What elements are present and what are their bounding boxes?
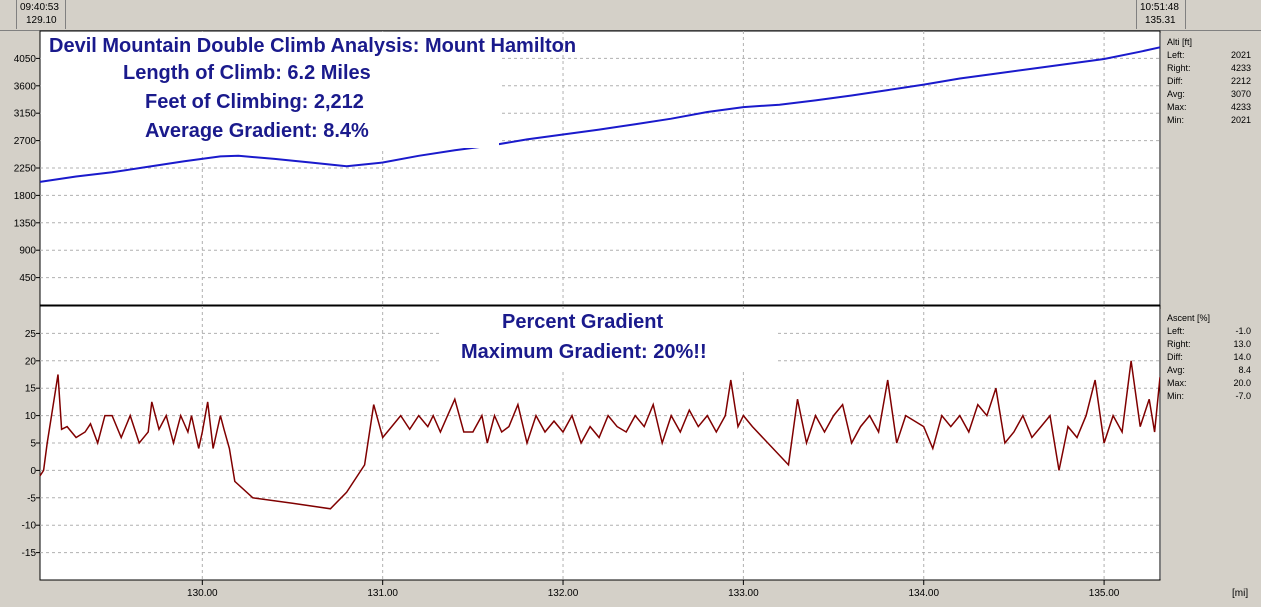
stat-value: 2021 [1230,115,1251,125]
gradient-y-tick-label: 10 [25,411,37,422]
stat-value: 4233 [1230,63,1251,73]
stat-key: Left: [1167,50,1185,60]
left-cursor-marker[interactable]: 09:40:53 129.10 [16,0,66,29]
stat-key: Min: [1167,115,1185,125]
gradient-stats-label: Ascent [%] [1167,313,1211,323]
altitude-y-tick-label: 2250 [14,164,37,175]
x-tick-label: 131.00 [367,588,398,599]
altitude-stat-row: Right: 4233 [1167,63,1251,76]
gradient-stat-row: Max: 20.0 [1167,378,1251,391]
altitude-line [39,46,1161,183]
altitude-title-line-2: Length of Climb: 6.2 Miles [123,62,371,84]
stat-value: 2212 [1230,76,1251,86]
stat-value: 20.0 [1233,378,1251,388]
gradient-y-tick-label: 0 [30,466,36,477]
gradient-grid [40,306,1160,580]
altitude-y-tick-label: 3600 [14,81,37,92]
x-tick-label: 135.00 [1089,588,1120,599]
right-cursor-marker[interactable]: 10:51:48 135.31 [1136,0,1186,29]
left-cursor-distance: 129.10 [26,15,57,26]
altitude-stat-row: Left: 2021 [1167,50,1251,63]
stat-key: Right: [1167,63,1191,73]
gradient-stat-row: Avg: 8.4 [1167,365,1251,378]
gradient-y-tick-label: -10 [22,521,37,532]
x-tick-label: 133.00 [728,588,759,599]
stat-key: Min: [1167,391,1185,401]
altitude-title-line-4: Average Gradient: 8.4% [145,120,369,142]
altitude-stat-row: Diff: 2212 [1167,76,1251,89]
stat-key: Right: [1167,339,1191,349]
left-cursor-time: 09:40:53 [20,2,59,13]
altitude-stats-panel: Alti [ft] Left: 2021 Right: 4233 Diff: 2212… [1160,33,1255,305]
altitude-title-line-3: Feet of Climbing: 2,212 [145,91,364,113]
x-axis: 130.00 131.00 132.00 133.00 134.00 135.00 [187,580,1120,599]
gradient-y-tick-label: 5 [30,439,36,450]
stat-value: 13.0 [1233,339,1251,349]
gradient-series [39,360,1161,510]
altitude-title-box [41,32,499,148]
gradient-y-tick-label: 25 [25,329,37,340]
altitude-stat-row: Max: 4233 [1167,102,1251,115]
altitude-stats-label: Alti [ft] [1167,37,1193,47]
gradient-title-line-2: Maximum Gradient: 20%!! [461,341,707,363]
gradient-line [39,360,1161,510]
x-axis-unit: [mi] [1232,588,1249,599]
stat-value: 2021 [1230,50,1251,60]
altitude-stat-row: Min: 2021 [1167,115,1251,128]
gradient-y-tick-label: -5 [27,493,36,504]
stat-key: Max: [1167,102,1187,112]
stat-key: Avg: [1167,365,1185,375]
stat-value: 3070 [1230,89,1251,99]
altitude-y-tick-label: 1800 [14,191,37,202]
gradient-stats-panel: Ascent [%] Left: -1.0 Right: 13.0 Diff: 14.… [1160,309,1255,579]
altitude-y-tick-label: 450 [19,273,36,284]
gradient-stat-row: Diff: 14.0 [1167,352,1251,365]
stat-key: Max: [1167,378,1187,388]
gradient-stat-row: Right: 13.0 [1167,339,1251,352]
stat-key: Left: [1167,326,1185,336]
gradient-y-tick-label: -15 [22,548,37,559]
stat-value: 14.0 [1233,352,1251,362]
altitude-title-line-1: Devil Mountain Double Climb Analysis: Mo… [49,35,577,57]
altitude-y-tick-label: 900 [19,246,36,257]
gradient-stat-row: Left: -1.0 [1167,326,1251,339]
altitude-y-tick-label: 1350 [14,218,37,229]
stat-key: Diff: [1167,352,1183,362]
gradient-title-line-1: Percent Gradient [502,311,664,333]
altitude-y-tick-label: 2700 [14,136,37,147]
altitude-y-tick-label: 3150 [14,109,37,120]
stat-value: -7.0 [1235,391,1251,401]
altitude-stat-row: Avg: 3070 [1167,89,1251,102]
gradient-title-box [440,310,776,372]
stat-key: Diff: [1167,76,1183,86]
gradient-y-tick-label: 15 [25,384,37,395]
stat-value: 4233 [1230,102,1251,112]
x-tick-label: 132.00 [548,588,579,599]
altitude-series [39,46,1161,183]
x-tick-label: 134.00 [908,588,939,599]
gradient-y-tick-label: 20 [25,356,37,367]
gradient-stat-row: Min: -7.0 [1167,391,1251,404]
altitude-y-axis: 450 900 1350 1800 2250 2700 3150 3600 4050 [14,54,40,284]
stat-key: Avg: [1167,89,1185,99]
right-cursor-distance: 135.31 [1145,15,1176,26]
altitude-y-tick-label: 4050 [14,54,37,65]
x-tick-label: 130.00 [187,588,218,599]
gradient-y-axis: -15 -10 -5 0 5 10 15 20 25 [22,329,40,559]
right-cursor-time: 10:51:48 [1140,2,1179,13]
stat-value: -1.0 [1235,326,1251,336]
stat-value: 8.4 [1238,365,1251,375]
